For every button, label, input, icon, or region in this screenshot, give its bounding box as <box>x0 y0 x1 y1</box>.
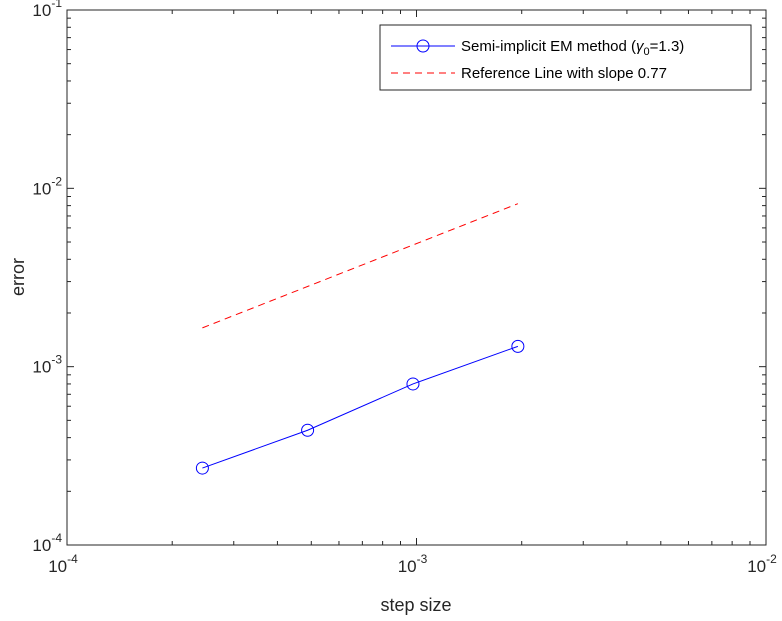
data-point-semi-implicit <box>195 461 209 475</box>
data-point-semi-implicit <box>406 377 420 391</box>
legend-entry-semi-implicit-main: Semi-implicit EM method ( <box>461 38 636 55</box>
y-tick-exponent: -2 <box>51 174 62 188</box>
series-line-semi-implicit <box>202 345 519 469</box>
x-axis-label: step size <box>380 595 451 615</box>
x-tick-base: 10 <box>747 557 766 576</box>
y-tick-label: 10-3 <box>32 353 62 377</box>
data-point-semi-implicit <box>301 423 315 437</box>
axes-box <box>66 9 767 546</box>
x-tick-base: 10 <box>398 557 417 576</box>
y-tick-base: 10 <box>32 179 51 198</box>
x-tick-exponent: -4 <box>67 552 78 566</box>
legend-entry-gamma-subscript: 0 <box>644 46 650 58</box>
legend-entry-reference: Reference Line with slope 0.77 <box>461 65 667 82</box>
legend-marker-semi-implicit <box>416 39 430 53</box>
data-point-semi-implicit <box>511 339 525 353</box>
x-tick-label: 10-2 <box>747 552 777 576</box>
legend-entry-gamma-symbol: γ <box>636 38 645 55</box>
x-tick-base: 10 <box>48 557 67 576</box>
y-tick-exponent: -3 <box>51 353 62 367</box>
y-tick-label: 10-1 <box>32 0 62 20</box>
minor-ticks <box>67 10 766 545</box>
x-tick-exponent: -2 <box>766 552 777 566</box>
legend: Semi-implicit EM method (γ0=1.3) Referen… <box>379 24 752 91</box>
x-tick-exponent: -3 <box>417 552 428 566</box>
y-tick-label: 10-4 <box>32 531 62 555</box>
x-tick-label: 10-4 <box>48 552 78 576</box>
series-layer <box>195 203 525 475</box>
y-tick-label: 10-2 <box>32 174 62 198</box>
legend-entry-semi-implicit: Semi-implicit EM method (γ0=1.3) <box>461 38 684 58</box>
legend-box <box>379 24 752 91</box>
x-tick-labels: 10-4 10-3 10-2 <box>48 552 777 576</box>
y-tick-exponent: -1 <box>51 0 62 10</box>
y-tick-labels: 10-410-310-210-1 <box>32 0 62 555</box>
y-tick-base: 10 <box>32 1 51 20</box>
y-tick-base: 10 <box>32 358 51 377</box>
legend-entry-semi-implicit-tail: =1.3) <box>650 38 685 55</box>
series-line-reference <box>202 203 519 329</box>
y-tick-base: 10 <box>32 536 51 555</box>
x-tick-label: 10-3 <box>398 552 428 576</box>
y-axis-label: error <box>8 258 28 296</box>
plot-area <box>67 10 766 545</box>
y-tick-exponent: -4 <box>51 531 62 545</box>
